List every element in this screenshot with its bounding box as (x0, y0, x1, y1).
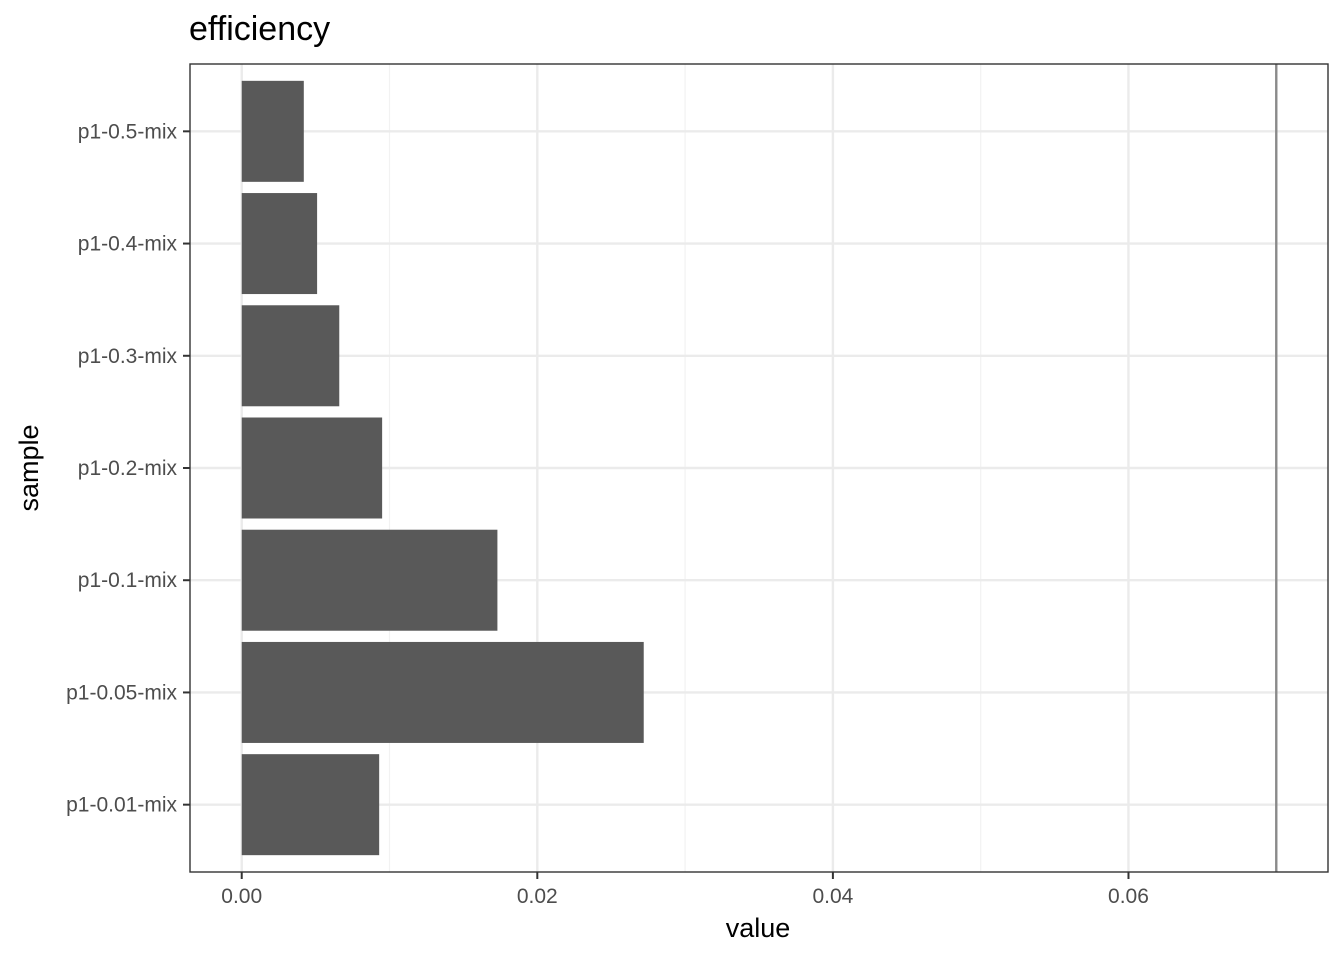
y-tick-label: p1-0.01-mix (66, 794, 177, 817)
y-tick-label: p1-0.4-mix (78, 233, 178, 256)
chart-title: efficiency (189, 10, 330, 48)
x-tick-label: 0.06 (1108, 885, 1149, 908)
bar-p1-0.3-mix (241, 305, 340, 407)
y-axis-title: sample (14, 424, 44, 511)
bar-p1-0.01-mix (241, 754, 380, 856)
bar-p1-0.1-mix (241, 529, 498, 631)
bars (241, 80, 644, 856)
x-tick-label: 0.04 (812, 885, 853, 908)
bar-p1-0.4-mix (241, 193, 318, 295)
x-tick-label: 0.00 (221, 885, 262, 908)
bar-p1-0.2-mix (241, 417, 383, 519)
bar-p1-0.5-mix (241, 80, 304, 182)
x-axis: 0.00 0.02 0.04 0.06 (221, 872, 1149, 908)
bar-p1-0.05-mix (241, 641, 644, 743)
y-tick-label: p1-0.3-mix (78, 345, 178, 368)
y-tick-label: p1-0.05-mix (66, 681, 177, 704)
y-tick-label: p1-0.2-mix (78, 457, 178, 480)
y-axis: p1-0.01-mix p1-0.05-mix p1-0.1-mix p1-0.2-m… (66, 120, 190, 817)
x-tick-label: 0.02 (517, 885, 558, 908)
x-axis-title: value (726, 913, 791, 943)
y-tick-label: p1-0.1-mix (78, 569, 178, 592)
y-tick-label: p1-0.5-mix (78, 120, 178, 143)
